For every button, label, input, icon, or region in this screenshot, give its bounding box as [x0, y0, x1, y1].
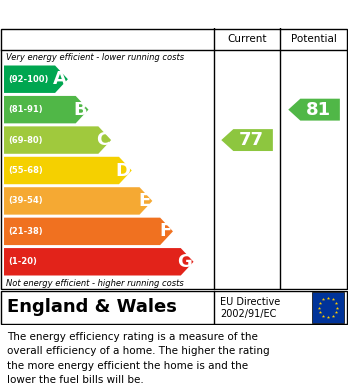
- Text: (69-80): (69-80): [8, 136, 42, 145]
- Bar: [312, 292, 344, 323]
- Polygon shape: [4, 126, 111, 154]
- Text: 77: 77: [239, 131, 264, 149]
- Text: England & Wales: England & Wales: [7, 298, 177, 316]
- Polygon shape: [288, 99, 340, 120]
- Text: (55-68): (55-68): [8, 166, 43, 175]
- Text: Not energy efficient - higher running costs: Not energy efficient - higher running co…: [6, 279, 184, 288]
- Text: The energy efficiency rating is a measure of the
overall efficiency of a home. T: The energy efficiency rating is a measur…: [7, 332, 270, 385]
- Polygon shape: [4, 187, 152, 215]
- Text: A: A: [53, 70, 66, 88]
- Text: (21-38): (21-38): [8, 227, 42, 236]
- Polygon shape: [221, 129, 273, 151]
- Text: (39-54): (39-54): [8, 196, 42, 205]
- Text: D: D: [116, 161, 130, 179]
- Text: Current: Current: [227, 34, 267, 44]
- Text: 2002/91/EC: 2002/91/EC: [220, 309, 276, 319]
- Text: F: F: [159, 222, 172, 240]
- Text: E: E: [139, 192, 151, 210]
- Text: Very energy efficient - lower running costs: Very energy efficient - lower running co…: [6, 52, 184, 61]
- Text: EU Directive: EU Directive: [220, 297, 280, 307]
- Text: (1-20): (1-20): [8, 257, 37, 266]
- Polygon shape: [4, 66, 68, 93]
- Text: 81: 81: [306, 100, 331, 118]
- Polygon shape: [4, 248, 193, 276]
- Polygon shape: [4, 218, 173, 245]
- Text: Energy Efficiency Rating: Energy Efficiency Rating: [8, 7, 218, 22]
- Polygon shape: [4, 157, 132, 184]
- Text: (81-91): (81-91): [8, 105, 42, 114]
- Text: B: B: [73, 100, 87, 118]
- Polygon shape: [4, 96, 88, 123]
- Text: Potential: Potential: [291, 34, 337, 44]
- Text: C: C: [97, 131, 110, 149]
- Text: G: G: [177, 253, 192, 271]
- Text: (92-100): (92-100): [8, 75, 48, 84]
